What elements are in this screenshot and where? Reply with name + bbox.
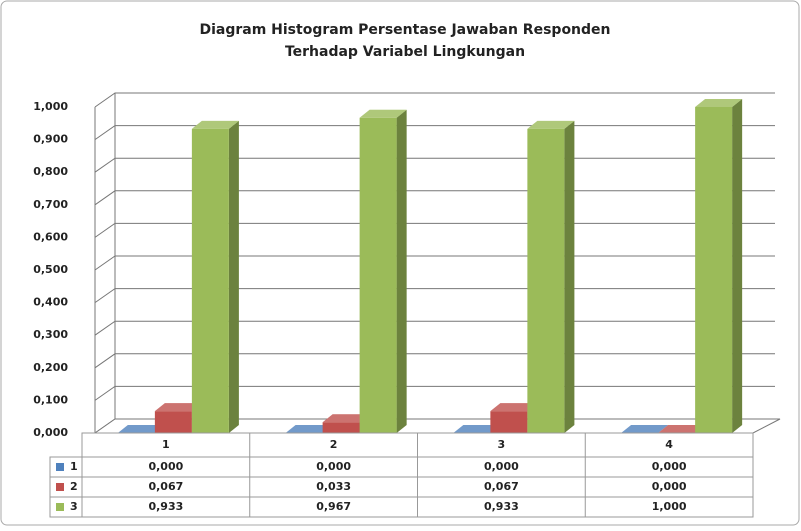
bar-side-shade	[732, 99, 743, 433]
x-tick-label: 3	[498, 438, 506, 451]
y-tick-label: 0,800	[33, 165, 68, 178]
chart-title: Terhadap Variabel Lingkungan	[285, 44, 525, 60]
bar-front	[527, 128, 565, 434]
bar-top-shade	[695, 99, 743, 107]
data-label: 0,000	[148, 460, 183, 473]
bar-top-shade	[490, 403, 538, 412]
bar	[695, 99, 743, 433]
bar-top-shade	[527, 120, 575, 129]
bar	[117, 425, 165, 433]
x-tick-label: 1	[162, 438, 170, 451]
bar	[621, 425, 669, 433]
bar-top-shade	[453, 425, 501, 433]
bar-top	[453, 425, 501, 433]
bar-top-shade	[322, 414, 370, 423]
bar-front	[154, 411, 192, 433]
bar	[359, 109, 407, 434]
data-label: 0,000	[484, 460, 519, 473]
bar-side-shade	[228, 120, 239, 433]
data-label: 0,933	[148, 500, 183, 513]
bar-front	[191, 128, 229, 434]
bar-side	[396, 109, 407, 434]
legend-swatch	[56, 503, 64, 511]
data-label: 0,933	[484, 500, 519, 513]
bar-top-shade	[359, 109, 407, 118]
bar-top	[285, 425, 333, 433]
bar-top	[695, 99, 743, 107]
bar	[527, 120, 575, 434]
bar-top-shade	[285, 425, 333, 433]
x-tick-label: 2	[330, 438, 338, 451]
legend-swatch	[56, 483, 64, 491]
bar-side	[732, 99, 743, 433]
legend-label: 1	[70, 460, 78, 473]
y-tick-label: 0,000	[33, 426, 68, 439]
data-label: 0,000	[316, 460, 351, 473]
bar-top-shade	[117, 425, 165, 433]
bar-side-shade	[564, 120, 575, 433]
bar-side	[228, 120, 239, 433]
bar-top-shade	[621, 425, 669, 433]
y-tick-label: 0,100	[33, 393, 68, 406]
y-tick-label: 0,400	[33, 296, 68, 309]
bar-top	[359, 109, 407, 118]
bar-top-shade	[658, 425, 706, 433]
bar	[658, 425, 706, 433]
legend-swatch	[56, 463, 64, 471]
bar-front	[359, 117, 397, 434]
bar	[285, 425, 333, 433]
back-wall	[95, 93, 775, 433]
data-label: 0,033	[316, 480, 351, 493]
data-label: 0,067	[148, 480, 183, 493]
bar	[191, 120, 239, 434]
bar-side-shade	[396, 109, 407, 434]
y-tick-label: 0,700	[33, 198, 68, 211]
bar-top-shade	[154, 403, 202, 412]
bar-top	[658, 425, 706, 433]
data-label: 0,067	[484, 480, 519, 493]
y-tick-label: 0,300	[33, 328, 68, 341]
chart-title: Diagram Histogram Persentase Jawaban Res…	[199, 22, 610, 38]
legend-label: 3	[70, 500, 78, 513]
data-label: 1,000	[652, 500, 687, 513]
y-tick-label: 0,900	[33, 133, 68, 146]
bar-front	[695, 107, 733, 433]
legend-label: 2	[70, 480, 78, 493]
y-tick-label: 0,600	[33, 230, 68, 243]
bar-top	[490, 403, 538, 412]
bar-top	[154, 403, 202, 412]
bar-front	[322, 422, 360, 433]
data-label: 0,000	[652, 460, 687, 473]
bar-top-shade	[191, 120, 239, 129]
bar	[453, 425, 501, 433]
y-tick-label: 0,200	[33, 361, 68, 374]
bar-top	[117, 425, 165, 433]
data-label: 0,967	[316, 500, 351, 513]
data-label: 0,000	[652, 480, 687, 493]
bar-top	[191, 120, 239, 129]
bar-top	[527, 120, 575, 129]
bar-top	[621, 425, 669, 433]
x-tick-label: 4	[665, 438, 673, 451]
bar-front	[490, 411, 528, 433]
bar-top	[322, 414, 370, 423]
bar-side	[564, 120, 575, 433]
y-tick-label: 1,000	[33, 100, 68, 113]
y-tick-label: 0,500	[33, 263, 68, 276]
